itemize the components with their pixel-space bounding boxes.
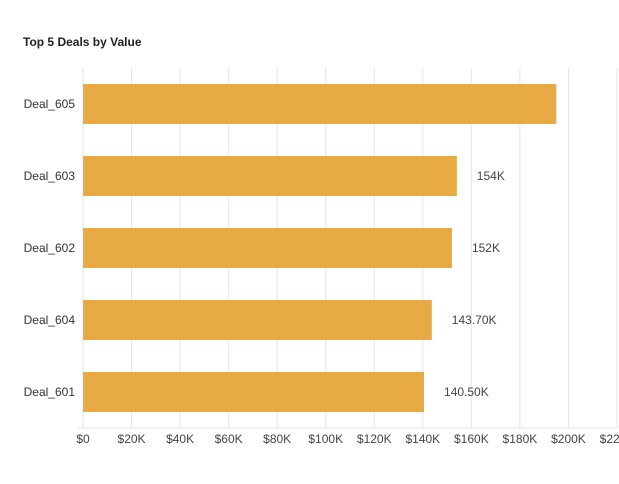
x-tick-label: $20K [118,432,146,446]
category-label: Deal_605 [24,97,76,111]
x-tick-label: $100K [308,432,343,446]
x-tick-label: $180K [503,432,538,446]
category-label: Deal_601 [24,385,76,399]
bar [83,84,557,124]
bar [83,300,432,340]
x-tick-label: $140K [405,432,440,446]
category-label: Deal_604 [24,313,76,327]
bar [83,228,452,268]
data-label: 140.50K [444,385,489,399]
x-tick-label: $120K [357,432,392,446]
bar [83,372,425,412]
x-tick-label: $220K [600,432,619,446]
data-label: 143.70K [452,313,497,327]
data-label: 152K [472,241,500,255]
category-label: Deal_603 [24,169,76,183]
chart-title: Top 5 Deals by Value [23,35,142,49]
data-label: 154K [477,169,505,183]
x-tick-label: $60K [215,432,243,446]
x-tick-label: $80K [263,432,291,446]
x-tick-label: $0 [76,432,90,446]
category-label: Deal_602 [24,241,76,255]
x-tick-label: $200K [551,432,586,446]
x-tick-label: $160K [454,432,489,446]
x-tick-label: $40K [166,432,194,446]
bar [83,156,457,196]
